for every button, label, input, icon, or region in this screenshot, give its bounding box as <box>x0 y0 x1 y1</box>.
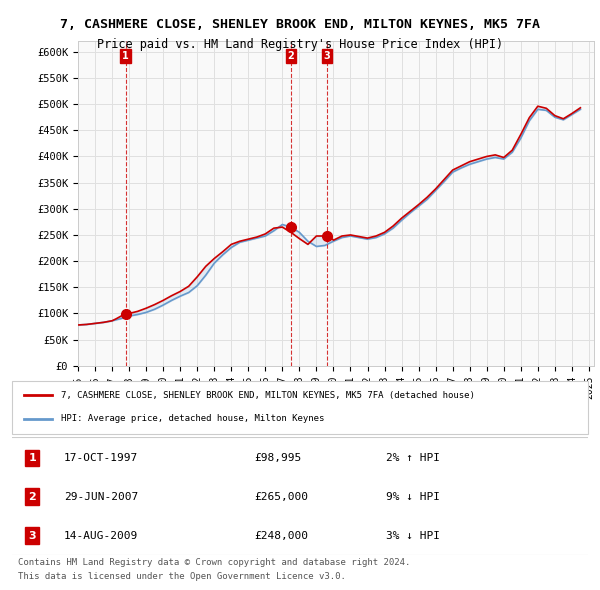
Text: 29-JUN-2007: 29-JUN-2007 <box>64 492 138 502</box>
Text: 17-OCT-1997: 17-OCT-1997 <box>64 453 138 463</box>
Text: 2% ↑ HPI: 2% ↑ HPI <box>386 453 440 463</box>
Text: HPI: Average price, detached house, Milton Keynes: HPI: Average price, detached house, Milt… <box>61 414 325 423</box>
Text: 7, CASHMERE CLOSE, SHENLEY BROOK END, MILTON KEYNES, MK5 7FA (detached house): 7, CASHMERE CLOSE, SHENLEY BROOK END, MI… <box>61 391 475 400</box>
Text: 1: 1 <box>122 51 129 61</box>
Text: 3: 3 <box>28 531 36 540</box>
Text: £265,000: £265,000 <box>254 492 308 502</box>
Text: Price paid vs. HM Land Registry's House Price Index (HPI): Price paid vs. HM Land Registry's House … <box>97 38 503 51</box>
FancyBboxPatch shape <box>12 381 588 434</box>
Text: 3: 3 <box>323 51 331 61</box>
Text: £98,995: £98,995 <box>254 453 301 463</box>
Text: 2: 2 <box>287 51 294 61</box>
Text: 2: 2 <box>28 492 36 502</box>
Text: 7, CASHMERE CLOSE, SHENLEY BROOK END, MILTON KEYNES, MK5 7FA: 7, CASHMERE CLOSE, SHENLEY BROOK END, MI… <box>60 18 540 31</box>
Text: Contains HM Land Registry data © Crown copyright and database right 2024.: Contains HM Land Registry data © Crown c… <box>18 558 410 566</box>
Text: This data is licensed under the Open Government Licence v3.0.: This data is licensed under the Open Gov… <box>18 572 346 581</box>
Text: £248,000: £248,000 <box>254 531 308 540</box>
Text: 9% ↓ HPI: 9% ↓ HPI <box>386 492 440 502</box>
Text: 14-AUG-2009: 14-AUG-2009 <box>64 531 138 540</box>
Text: 1: 1 <box>28 453 36 463</box>
Text: 3% ↓ HPI: 3% ↓ HPI <box>386 531 440 540</box>
